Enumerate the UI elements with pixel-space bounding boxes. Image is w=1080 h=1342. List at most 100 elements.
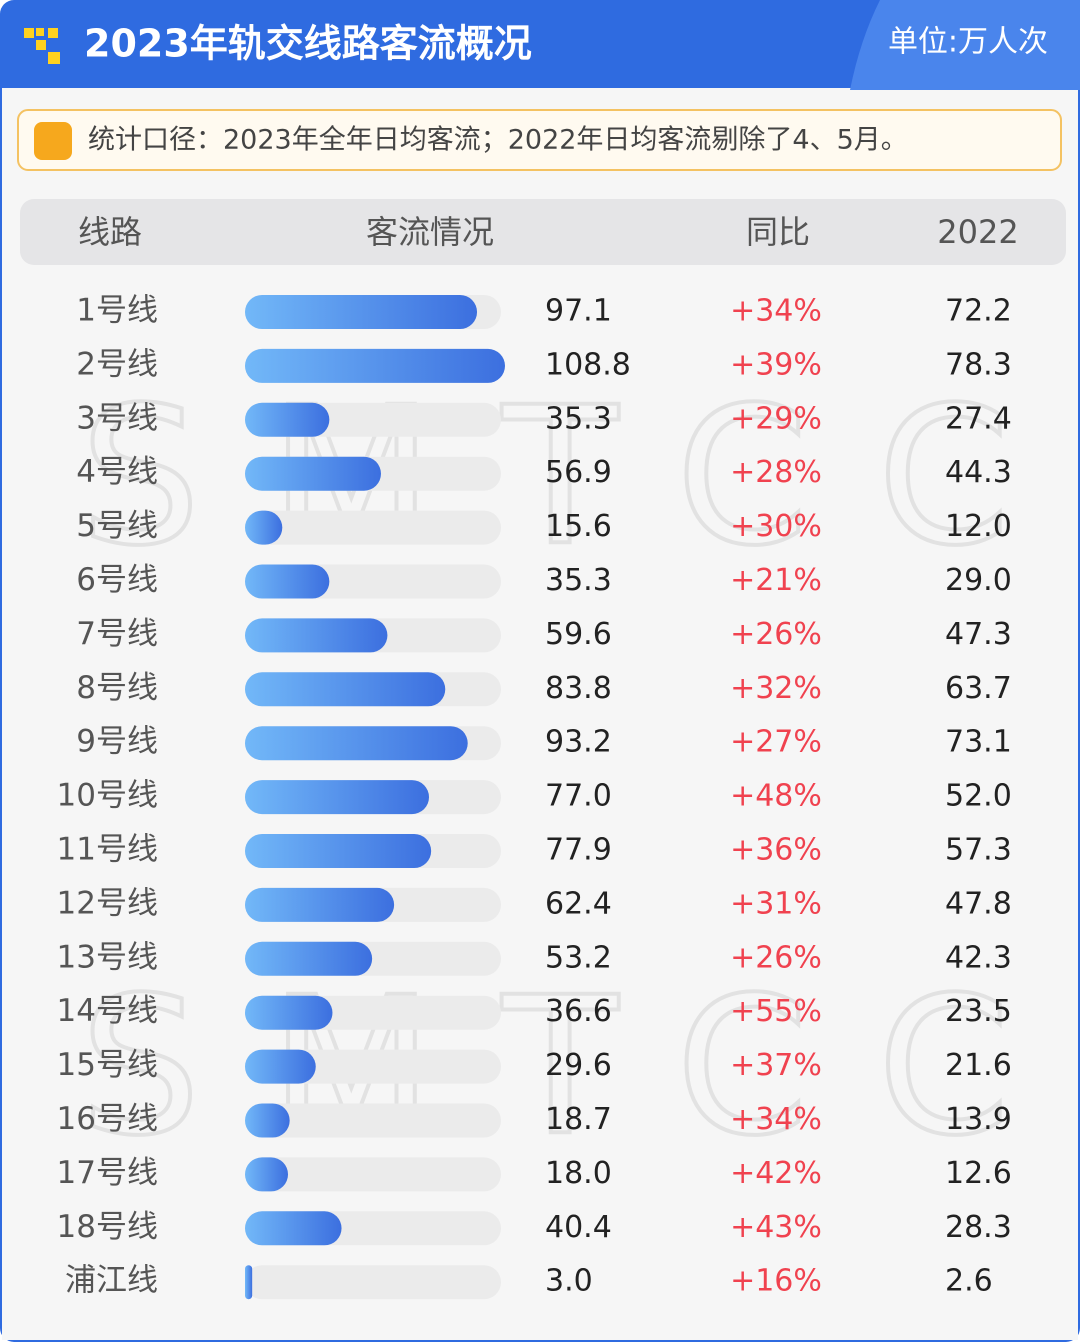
line-name: 15号线	[57, 1047, 158, 1083]
title: 2023年轨交线路客流概况	[84, 22, 532, 66]
flow-value: 93.2	[545, 725, 612, 760]
value-2022: 57.3	[945, 833, 1012, 868]
line-name: 4号线	[76, 454, 158, 490]
value-2022: 73.1	[945, 725, 1012, 760]
bar	[245, 1157, 289, 1192]
flow-value: 3.0	[545, 1264, 593, 1299]
yoy: +42%	[730, 1156, 822, 1191]
bar	[245, 672, 446, 707]
flow-value: 36.6	[545, 994, 612, 1029]
flow-value: 56.9	[545, 455, 612, 490]
flow-value: 15.6	[545, 509, 612, 544]
flow-value: 18.0	[545, 1156, 612, 1191]
bar	[245, 1049, 316, 1084]
value-2022: 72.2	[945, 294, 1012, 329]
yoy: +36%	[730, 833, 822, 868]
line-name: 17号线	[57, 1155, 158, 1191]
line-name: 1号线	[76, 293, 158, 329]
flow-value: 35.3	[545, 563, 612, 598]
line-name: 8号线	[76, 670, 158, 706]
value-2022: 2.6	[945, 1264, 993, 1299]
flow-value: 97.1	[545, 294, 612, 329]
bar-track	[245, 1157, 501, 1192]
bar	[245, 887, 395, 922]
value-2022: 44.3	[945, 455, 1012, 490]
flow-value: 40.4	[545, 1210, 612, 1245]
line-name: 14号线	[57, 993, 158, 1029]
line-name: 10号线	[57, 778, 158, 814]
logo	[24, 28, 60, 64]
value-2022: 13.9	[945, 1102, 1012, 1137]
yoy: +37%	[730, 1048, 822, 1083]
bar	[245, 456, 381, 491]
flow-value: 18.7	[545, 1102, 612, 1137]
flow-value: 77.0	[545, 779, 612, 814]
bar	[245, 1103, 290, 1138]
value-2022: 28.3	[945, 1210, 1012, 1245]
flow-value: 83.8	[545, 671, 612, 706]
column-header: 同比	[746, 213, 810, 251]
yoy: +34%	[730, 294, 822, 329]
value-2022: 42.3	[945, 940, 1012, 975]
line-name: 11号线	[57, 832, 158, 868]
header-row	[20, 199, 1066, 265]
value-2022: 78.3	[945, 347, 1012, 382]
yoy: +26%	[730, 617, 822, 652]
yoy: +39%	[730, 347, 822, 382]
note: 统计口径：2023年全年日均客流；2022年日均客流剔除了4、5月。	[88, 125, 908, 156]
flow-value: 53.2	[545, 940, 612, 975]
flow-value: 59.6	[545, 617, 612, 652]
flow-value: 77.9	[545, 833, 612, 868]
yoy: +26%	[730, 940, 822, 975]
line-name: 2号线	[76, 346, 158, 382]
yoy: +34%	[730, 1102, 822, 1137]
unit: 单位:万人次	[888, 25, 1048, 60]
bar	[245, 941, 373, 976]
value-2022: 52.0	[945, 779, 1012, 814]
body	[2, 88, 1078, 1340]
yoy: +55%	[730, 994, 822, 1029]
note-icon	[34, 122, 72, 160]
line-name: 12号线	[57, 885, 158, 921]
bar	[245, 618, 388, 653]
line-name: 16号线	[57, 1101, 158, 1137]
bar	[245, 726, 468, 761]
column-header: 客流情况	[366, 213, 494, 251]
value-2022: 47.3	[945, 617, 1012, 652]
line-name: 6号线	[76, 562, 158, 598]
yoy: +16%	[730, 1264, 822, 1299]
value-2022: 63.7	[945, 671, 1012, 706]
column-header: 线路	[78, 213, 142, 251]
line-name: 13号线	[57, 939, 158, 975]
column-header: 2022	[937, 213, 1018, 251]
note-box	[17, 109, 1062, 171]
line-name: 18号线	[57, 1209, 158, 1245]
value-2022: 12.6	[945, 1156, 1012, 1191]
bar	[245, 348, 505, 383]
bar-track	[245, 1103, 501, 1138]
yoy: +48%	[730, 779, 822, 814]
bar	[245, 995, 333, 1030]
bar	[245, 1265, 253, 1300]
yoy: +43%	[730, 1210, 822, 1245]
flow-value: 62.4	[545, 886, 612, 921]
bar-track	[245, 1265, 501, 1300]
yoy: +27%	[730, 725, 822, 760]
value-2022: 23.5	[945, 994, 1012, 1029]
flow-value: 108.8	[545, 347, 631, 382]
yoy: +32%	[730, 671, 822, 706]
value-2022: 47.8	[945, 886, 1012, 921]
line-name: 5号线	[76, 508, 158, 544]
yoy: +30%	[730, 509, 822, 544]
value-2022: 12.0	[945, 509, 1012, 544]
line-name: 9号线	[76, 724, 158, 760]
flow-value: 35.3	[545, 401, 612, 436]
bar	[245, 402, 330, 437]
value-2022: 27.4	[945, 401, 1012, 436]
value-2022: 21.6	[945, 1048, 1012, 1083]
bar	[245, 510, 283, 545]
bar	[245, 834, 432, 868]
bar-track	[245, 510, 501, 545]
